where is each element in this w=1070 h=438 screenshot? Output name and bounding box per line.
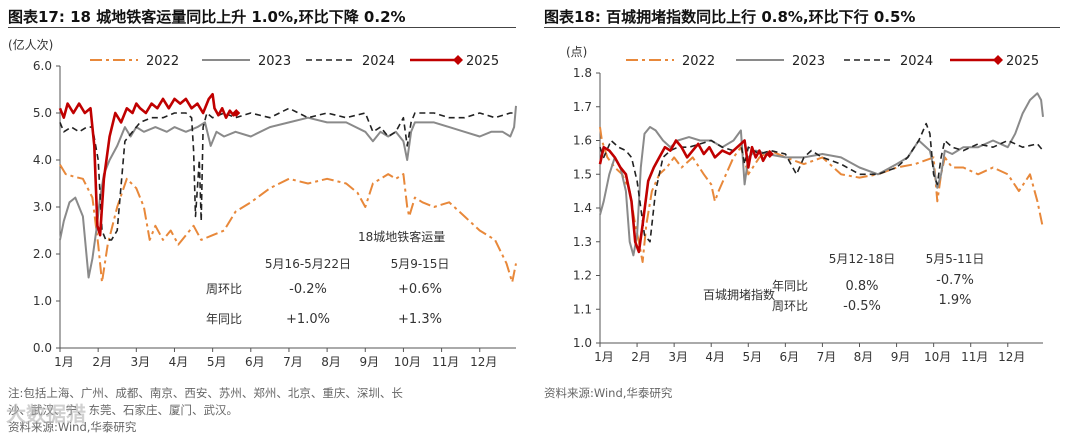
right-table-row-value1: 0.8% [845,279,878,294]
left-series-2025-end-marker [232,109,241,117]
left-legend-2025-label: 2025 [466,54,499,69]
left-legend-2025-marker [453,55,463,65]
left-table-row-label: 周环比 [206,282,242,296]
right-y-tick-label: 1.0 [573,336,592,350]
left-x-tick-label: 12月 [470,355,497,369]
right-table-col2-header: 5月5-11日 [926,252,985,266]
right-series-2024-line [599,122,1044,243]
left-legend-2024-label: 2024 [362,54,395,69]
left-x-tick-label: 7月 [283,355,303,369]
right-legend-2022-label: 2022 [682,54,715,69]
left-table-col2-header: 5月9-15日 [391,257,450,271]
left-table-row-value2: +0.6% [398,282,442,297]
right-x-tick-label: 9月 [891,350,911,364]
left-y-tick-label: 1.0 [33,294,52,308]
left-x-tick-label: 8月 [321,355,341,369]
right-table-col1-header: 5月12-18日 [829,252,896,266]
right-series-2022-line [599,126,1044,263]
left-table-row-value2: +1.3% [398,312,442,327]
left-legend-2023-label: 2023 [258,54,291,69]
left-source: 资料来源:Wind,华泰研究 [8,420,137,434]
left-series-2025-line [58,92,238,237]
right-y-tick-label: 1.6 [573,134,592,148]
right-x-tick-label: 10月 [924,350,951,364]
left-y-tick-label: 5.0 [33,106,52,120]
right-table-row-value1: -0.5% [843,299,881,314]
left-series-2024-line [59,107,516,241]
right-table-row-value2: -0.7% [936,273,974,288]
left-x-tick-label: 2月 [92,355,112,369]
right-series-2025-line [598,139,770,254]
left-y-tick-label: 4.0 [33,153,52,167]
left-table-row-value1: +1.0% [286,312,330,327]
left-y-tick-label: 6.0 [33,59,52,73]
right-y-tick-label: 1.8 [573,66,592,80]
left-note-line2: 沙、武汉、宁、东莞、石家庄、厦门、武汉。 [8,403,238,417]
right-y-tick-label: 1.7 [573,100,592,114]
right-legend-2025-label: 2025 [1006,54,1039,69]
right-y-tick-label: 1.5 [573,167,592,181]
left-x-tick-label: 5月 [207,355,227,369]
left-note-line1: 注:包括上海、广州、成都、南京、西安、苏州、郑州、北京、重庆、深圳、长 [8,386,403,400]
left-x-tick-label: 3月 [130,355,150,369]
left-x-tick-label: 4月 [169,355,189,369]
left-y-tick-label: 3.0 [33,200,52,214]
right-x-tick-label: 12月 [998,350,1025,364]
right-x-tick-label: 11月 [961,350,988,364]
left-x-tick-label: 6月 [245,355,265,369]
left-y-axis-label: (亿人次) [8,37,53,52]
right-x-tick-label: 7月 [817,350,837,364]
right-title-rule [544,27,1060,28]
right-source: 资料来源:Wind,华泰研究 [544,386,673,400]
left-table-title: 18城地铁客运量 [358,229,445,244]
left-y-tick-label: 2.0 [33,247,52,261]
right-table-row-label: 年同比 [772,279,808,293]
right-y-tick-label: 1.3 [573,235,592,249]
left-table-col1-header: 5月16-5月22日 [265,257,351,271]
right-table-row-label: 周环比 [772,299,808,313]
right-table-row-value2: 1.9% [938,293,971,308]
left-x-tick-label: 9月 [359,355,379,369]
right-legend-2023-label: 2023 [792,54,825,69]
watermark: 大数据猎 [6,402,86,426]
right-series-2025-end-marker [765,150,774,158]
right-x-tick-label: 8月 [854,350,874,364]
right-y-tick-label: 1.1 [573,302,592,316]
right-table-title: 百城拥堵指数 [703,287,775,302]
left-x-tick-label: 10月 [394,355,421,369]
right-y-tick-label: 1.4 [573,201,592,215]
right-y-axis-label: (点) [566,45,587,59]
left-y-tick-label: 0.0 [33,341,52,355]
left-chart-title: 图表17: 18 城地铁客运量同比上升 1.0%,环比下降 0.2% [8,8,406,26]
right-y-tick-label: 1.2 [573,269,592,283]
right-legend-2025-marker [993,55,1003,65]
right-legend-2024-label: 2024 [900,54,933,69]
left-legend-2022-label: 2022 [146,54,179,69]
right-chart-title: 图表18: 百城拥堵指数同比上行 0.8%,环比下行 0.5% [544,8,916,26]
right-x-tick-label: 2月 [631,350,651,364]
right-x-tick-label: 1月 [594,350,614,364]
left-series-2022-line [59,164,517,284]
right-x-tick-label: 6月 [780,350,800,364]
right-x-tick-label: 4月 [705,350,725,364]
right-x-tick-label: 5月 [742,350,762,364]
left-title-rule [8,27,516,28]
left-series-2023-line [59,105,517,279]
left-table-row-value1: -0.2% [289,282,327,297]
left-x-tick-label: 1月 [54,355,74,369]
right-x-tick-label: 3月 [668,350,688,364]
left-table-row-label: 年同比 [206,312,242,326]
left-x-tick-label: 11月 [432,355,459,369]
